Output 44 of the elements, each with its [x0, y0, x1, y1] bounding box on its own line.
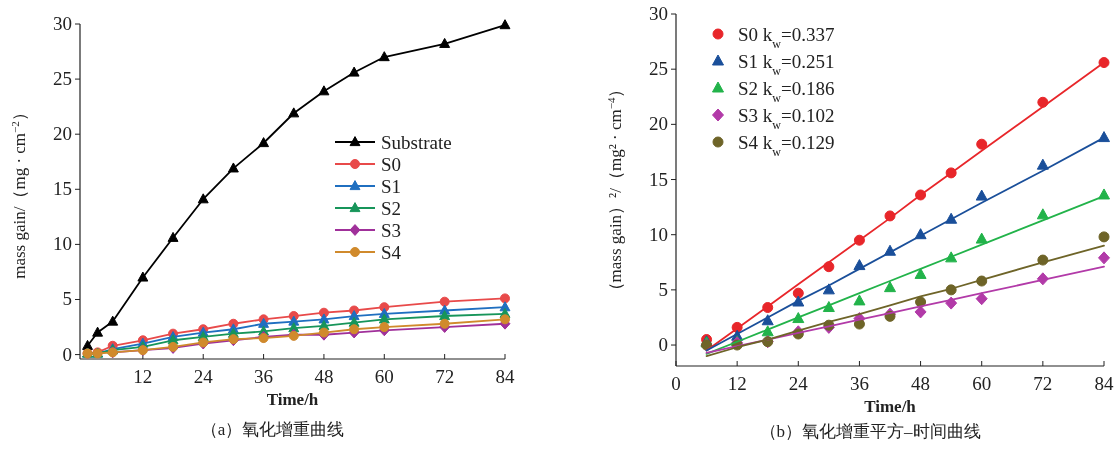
- x-tick-label: 60: [972, 373, 992, 394]
- x-tick-label: 36: [849, 373, 869, 394]
- text: （b）氧化增重平方–时间曲线: [759, 422, 981, 441]
- legend-label: S4: [381, 242, 402, 263]
- x-tick-label: 36: [254, 366, 274, 387]
- y-tick-label: 5: [658, 278, 668, 300]
- y-tick-label: 10: [53, 233, 72, 255]
- y-tick-label: 25: [649, 58, 668, 80]
- x-tick-label: 72: [1033, 373, 1053, 394]
- x-tick-label: 48: [911, 373, 931, 394]
- y-tick-label: 0: [658, 334, 668, 356]
- legend-label: S3: [381, 220, 402, 241]
- y-tick-label: 20: [53, 123, 72, 145]
- legend-label: S1: [381, 176, 402, 197]
- y-tick-label: 15: [53, 178, 72, 200]
- legend-label: S2 k$_{w}$=0.186: [738, 78, 835, 105]
- legend-label: S0 k$_{w}$=0.337: [738, 24, 835, 51]
- x-tick-label: 60: [374, 366, 394, 387]
- y-tick-label: 30: [649, 3, 668, 24]
- x-tick-label: 24: [788, 373, 809, 394]
- y-tick-label: 15: [649, 168, 668, 190]
- legend-label: S1 k$_{w}$=0.251: [738, 51, 835, 78]
- x-axis-title: Time/h: [864, 397, 917, 416]
- text: （a）氧化增重曲线: [200, 420, 345, 439]
- y-tick-label: 10: [649, 223, 668, 245]
- x-tick-label: 12: [133, 366, 153, 387]
- x-tick-label: 84: [1094, 373, 1114, 394]
- y-tick-label: 20: [649, 113, 668, 135]
- y-tick-label: 25: [53, 68, 72, 90]
- legend-label: S2: [381, 198, 402, 219]
- x-tick-label: 12: [727, 373, 747, 394]
- x-tick-label: 24: [193, 366, 214, 387]
- y-tick-label: 5: [62, 288, 72, 310]
- y-tick-label: 30: [53, 13, 72, 34]
- x-axis-title: Time/h: [266, 390, 319, 409]
- x-tick-label: 0: [671, 373, 681, 394]
- legend-label: S3 k$_{w}$=0.102: [738, 105, 835, 132]
- x-tick-label: 84: [495, 366, 515, 387]
- x-tick-label: 72: [435, 366, 455, 387]
- legend-label: S0: [381, 154, 402, 175]
- legend-label: Substrate: [381, 132, 452, 153]
- x-tick-label: 48: [314, 366, 334, 387]
- y-tick-label: 0: [62, 343, 72, 365]
- legend-label: S4 k$_{w}$=0.129: [738, 132, 835, 159]
